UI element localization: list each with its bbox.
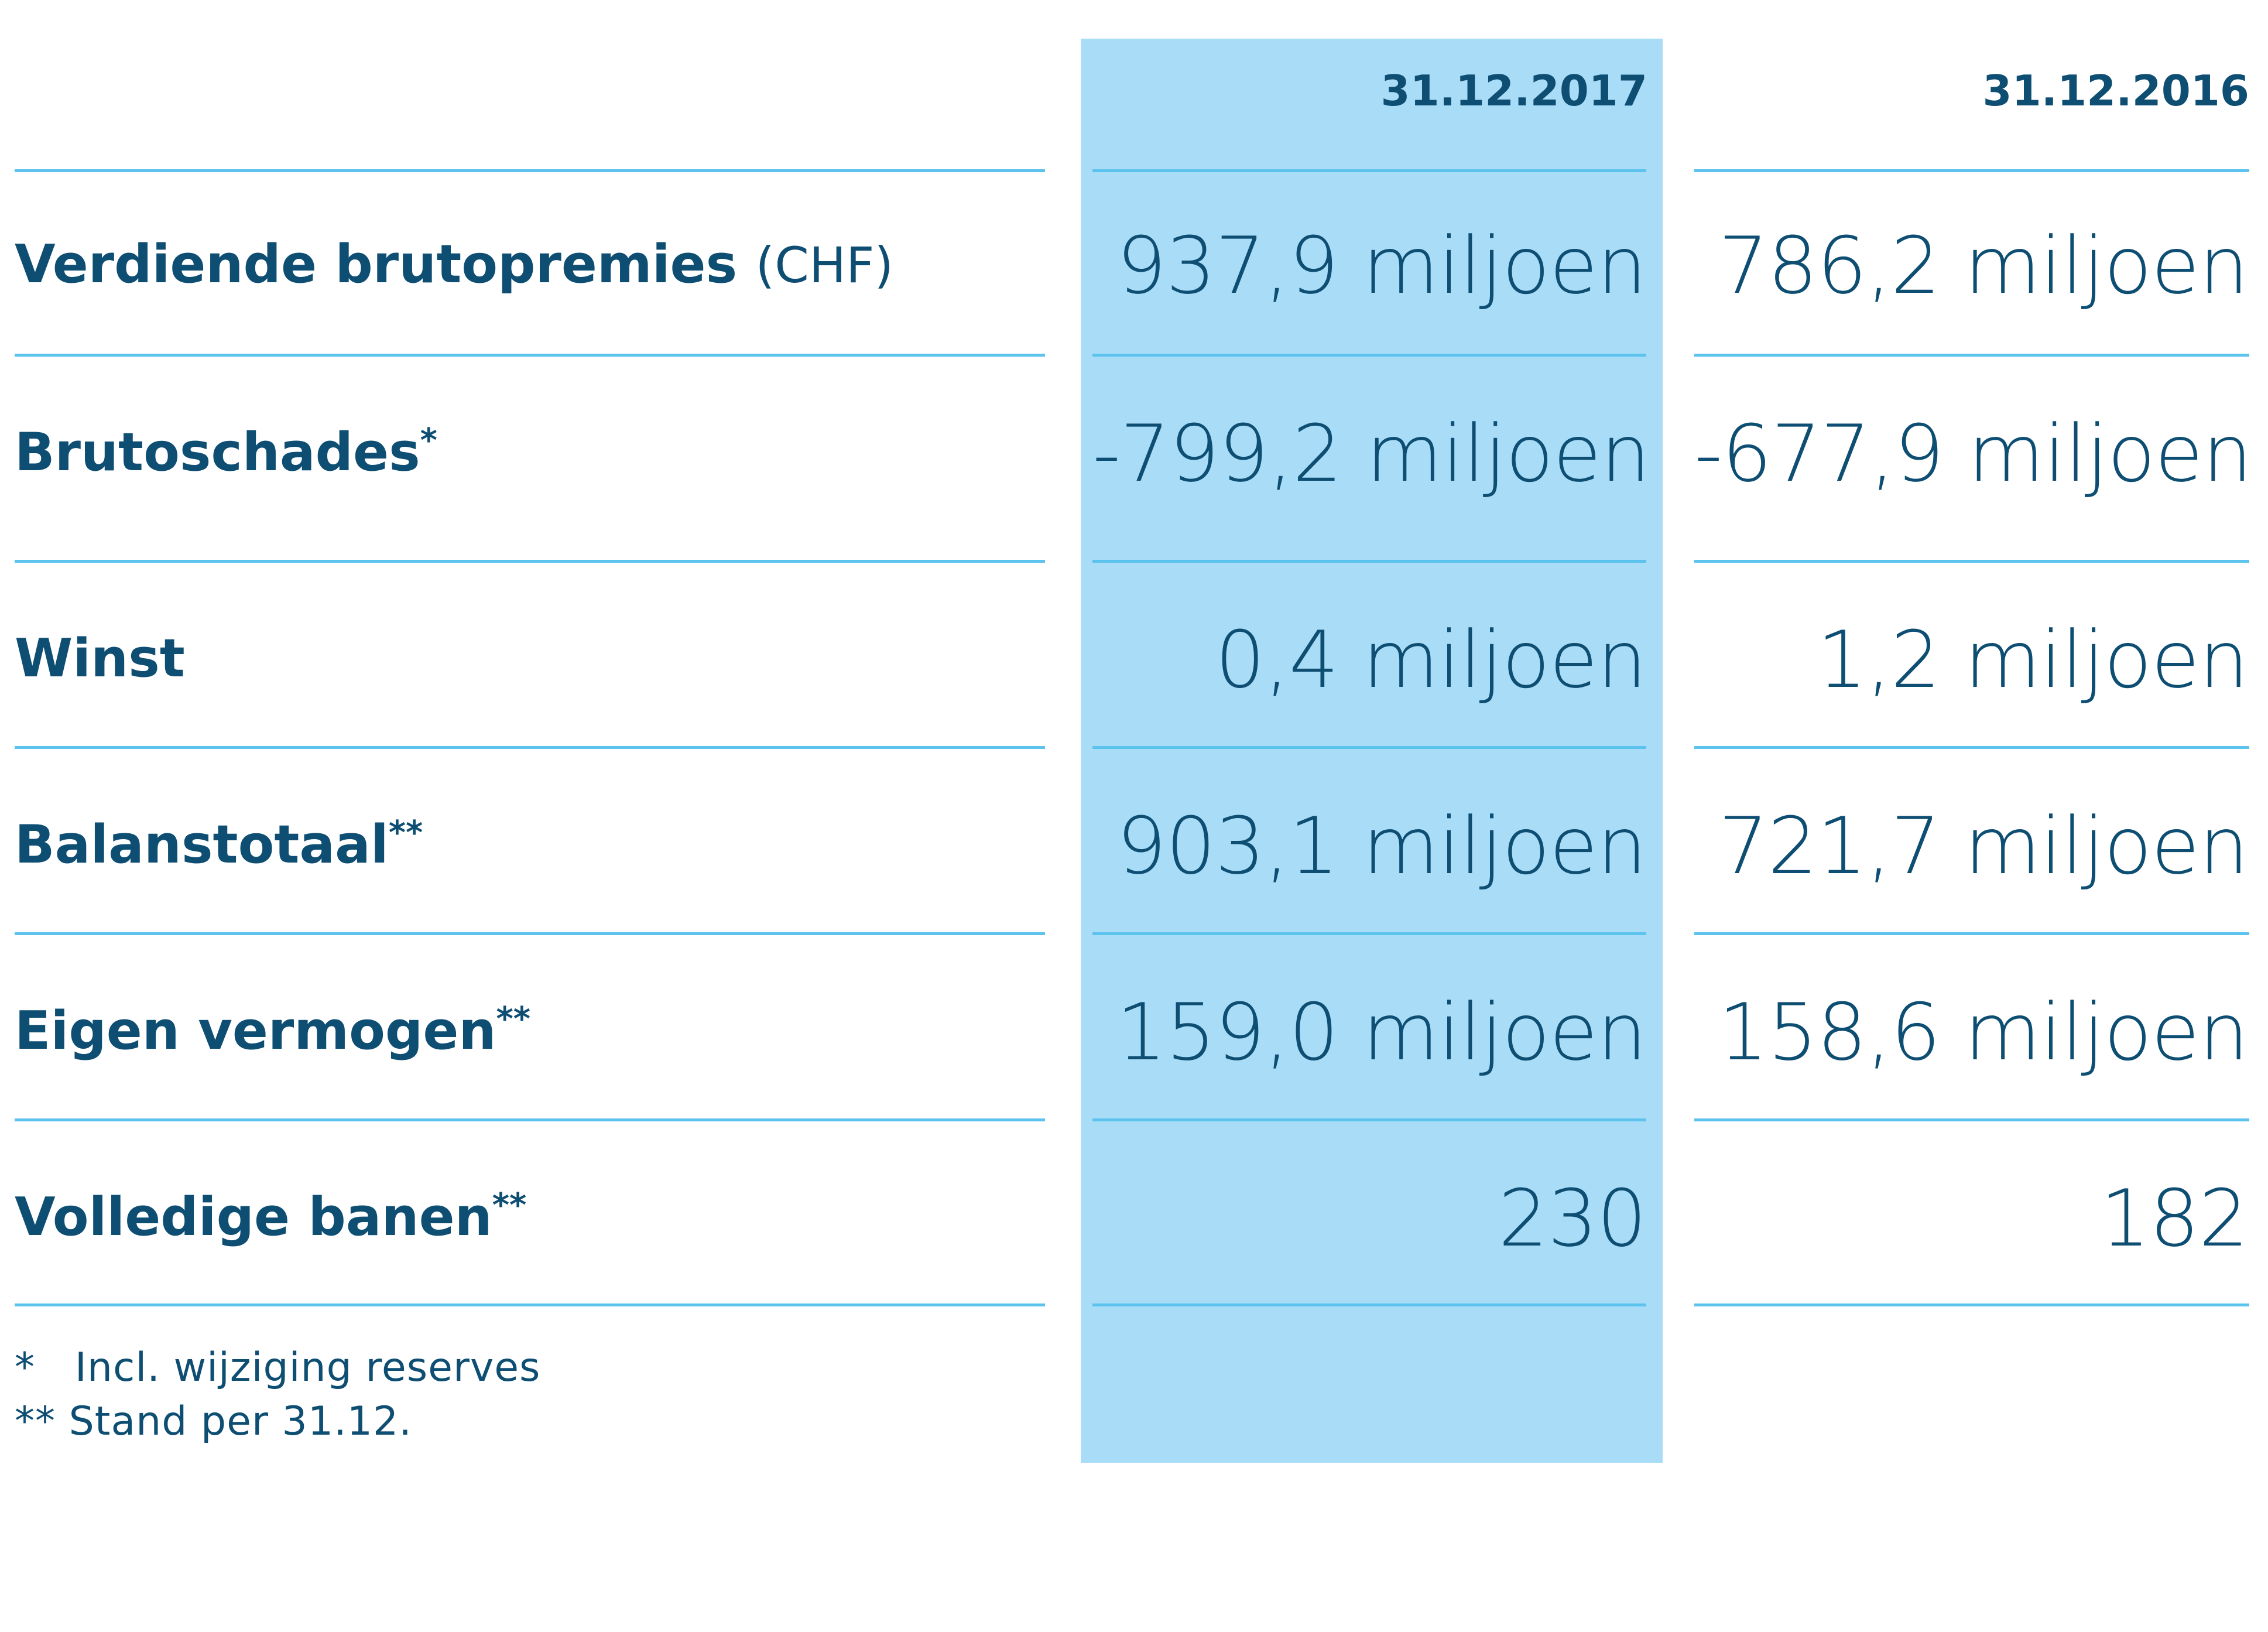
divider <box>15 746 1045 749</box>
divider <box>1092 746 1646 749</box>
divider <box>1092 560 1646 563</box>
value-2017-full-time-jobs: 230 <box>1498 1173 1647 1264</box>
divider <box>1694 169 2249 172</box>
divider <box>1092 1303 1646 1306</box>
row-label-text: Brutoschades <box>15 422 420 483</box>
value-2017-profit: 0,4 miljoen <box>1215 614 1647 706</box>
divider <box>1694 1118 2249 1121</box>
divider <box>15 932 1045 935</box>
footnote-marker: ** <box>388 814 423 852</box>
divider <box>1694 1303 2249 1306</box>
footnote-2: ** Stand per 31.12. <box>15 1398 412 1445</box>
divider <box>15 1118 1045 1121</box>
value-2017-gross-claims: -799,2 miljoen <box>1092 408 1650 499</box>
divider <box>1694 354 2249 357</box>
column-header-2017: 31.12.2017 <box>1380 66 1647 115</box>
row-label-text: Balanstotaal <box>15 814 389 875</box>
value-2016-balance-total: 721,7 miljoen <box>1718 800 2249 892</box>
footnote-marker: * <box>420 422 437 460</box>
value-2017-equity: 159,0 miljoen <box>1116 987 1647 1078</box>
value-2016-gross-premiums: 786,2 miljoen <box>1718 220 2249 312</box>
divider <box>15 169 1045 172</box>
divider <box>15 354 1045 357</box>
row-label-unit: (CHF) <box>755 237 894 294</box>
row-label-text: Winst <box>15 628 185 689</box>
row-label-gross-premiums: Verdiende brutopremies (CHF) <box>15 238 1045 291</box>
value-2016-full-time-jobs: 182 <box>2100 1173 2249 1264</box>
footnote-marker: ** <box>496 1000 531 1038</box>
divider <box>15 1303 1045 1306</box>
value-2017-balance-total: 903,1 miljoen <box>1116 800 1647 892</box>
divider <box>1092 354 1646 357</box>
row-label-text: Verdiende brutopremies <box>15 234 738 295</box>
divider <box>1694 932 2249 935</box>
divider <box>1694 746 2249 749</box>
row-label-full-time-jobs: Volledige banen** <box>15 1189 1045 1244</box>
divider <box>1092 1118 1646 1121</box>
row-label-profit: Winst <box>15 632 1045 685</box>
divider <box>1092 932 1646 935</box>
value-2016-equity: 158,6 miljoen <box>1718 987 2249 1078</box>
value-2016-profit: 1,2 miljoen <box>1817 614 2249 706</box>
divider <box>1092 169 1646 172</box>
value-2016-gross-claims: -677,9 miljoen <box>1694 408 2252 499</box>
value-2017-gross-premiums: 937,9 miljoen <box>1116 220 1647 312</box>
divider <box>15 560 1045 563</box>
footnote-marker: ** <box>492 1186 527 1224</box>
row-label-balance-total: Balanstotaal** <box>15 817 1045 871</box>
highlight-column-2017 <box>1081 39 1663 1463</box>
footnote-1: * Incl. wijziging reserves <box>15 1344 541 1391</box>
row-label-text: Eigen vermogen <box>15 1000 496 1062</box>
row-label-gross-claims: Brutoschades* <box>15 425 1045 479</box>
row-label-equity: Eigen vermogen** <box>15 1003 1045 1058</box>
divider <box>1694 560 2249 563</box>
column-header-2016: 31.12.2016 <box>1982 66 2249 115</box>
row-label-text: Volledige banen <box>15 1186 492 1248</box>
footnotes: * Incl. wijziging reserves ** Stand per … <box>15 1341 540 1449</box>
